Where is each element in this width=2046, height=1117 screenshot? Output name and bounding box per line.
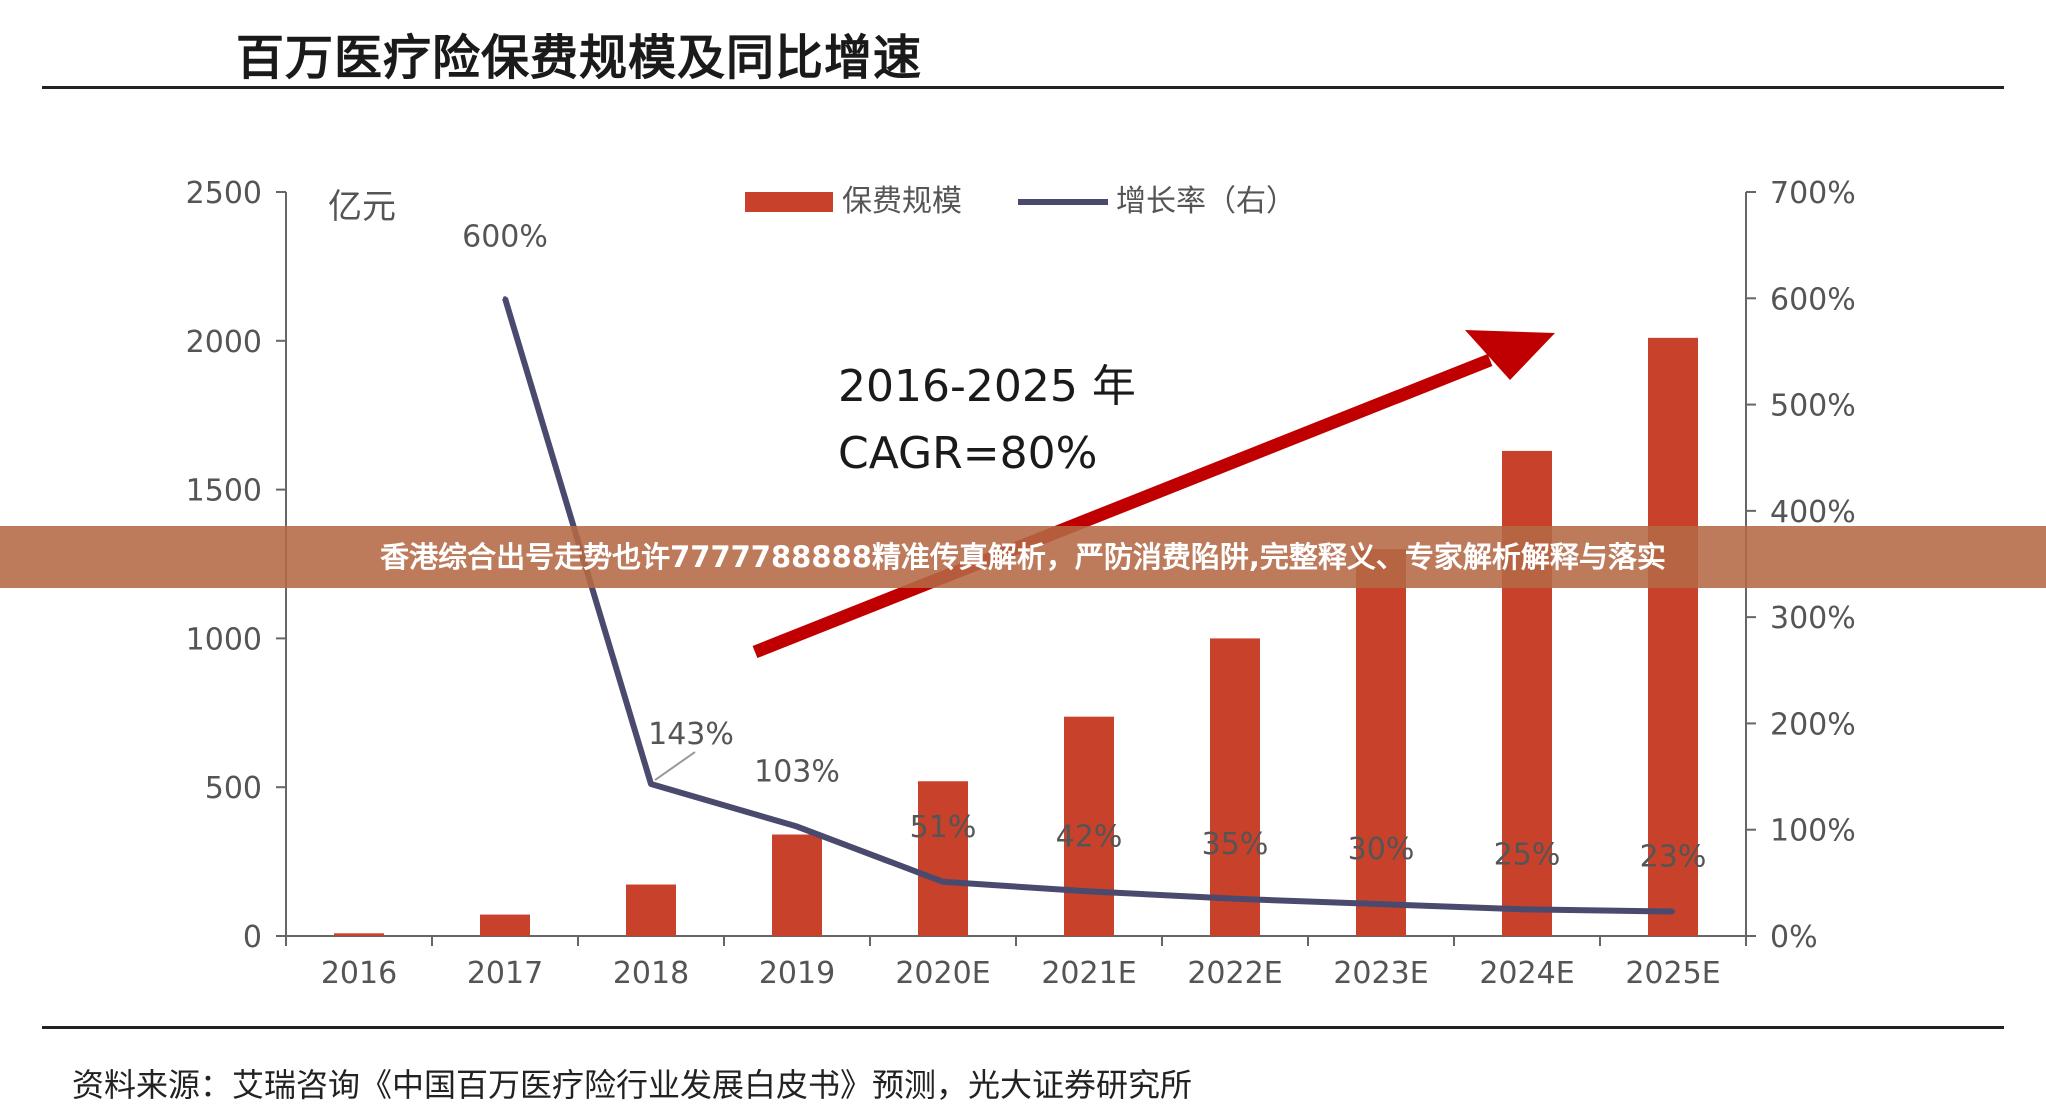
trend-arrow-shaft bbox=[752, 353, 1493, 659]
growth-rate-label: 600% bbox=[462, 219, 548, 254]
overlay-banner: 香港综合出号走势也许7777788888精准传真解析，严防消费陷阱,完整释义、专… bbox=[0, 526, 2046, 588]
line-point bbox=[1671, 909, 1675, 914]
bar bbox=[480, 914, 530, 936]
right-tick-label: 100% bbox=[1770, 814, 1856, 849]
x-tick-label: 2020E bbox=[895, 956, 990, 991]
left-tick-label: 1000 bbox=[186, 622, 262, 657]
bar bbox=[1064, 716, 1114, 936]
left-tick-label: 500 bbox=[205, 771, 262, 806]
left-tick-label: 1500 bbox=[186, 474, 262, 509]
x-tick-label: 2022E bbox=[1187, 956, 1282, 991]
trend-arrow bbox=[752, 330, 1555, 659]
bar bbox=[334, 933, 384, 936]
unit-label: 亿元 bbox=[328, 187, 396, 227]
legend-bar-swatch bbox=[745, 192, 833, 212]
bar bbox=[626, 884, 676, 936]
right-tick-label: 700% bbox=[1770, 176, 1856, 211]
trend-arrow-head bbox=[1465, 330, 1555, 380]
x-tick-label: 2025E bbox=[1625, 956, 1720, 991]
left-tick-label: 2500 bbox=[186, 176, 262, 211]
right-tick-label: 400% bbox=[1770, 495, 1856, 530]
line-point bbox=[795, 824, 799, 829]
bar bbox=[1356, 549, 1406, 936]
line-point bbox=[1379, 902, 1383, 907]
axes: 0 500 1000 1500 2000 2500 0% 100% 200% 300% 400% 50… bbox=[186, 176, 1856, 991]
right-tick-label: 300% bbox=[1770, 601, 1856, 636]
line-point bbox=[1525, 907, 1529, 912]
right-tick-label: 0% bbox=[1770, 920, 1818, 955]
growth-rate-label: 23% bbox=[1640, 840, 1707, 875]
left-tick-label: 0 bbox=[243, 920, 262, 955]
annotation-line1: 2016-2025 年 bbox=[838, 361, 1136, 412]
growth-rate-label: 42% bbox=[1056, 819, 1123, 854]
x-tick-label: 2018 bbox=[613, 956, 689, 991]
bottom-rule bbox=[42, 1026, 2004, 1029]
x-tick-label: 2016 bbox=[321, 956, 397, 991]
line-point bbox=[649, 782, 653, 787]
legend-line-label: 增长率（右） bbox=[1116, 184, 1296, 219]
bar bbox=[918, 781, 968, 936]
chart-title: 百万医疗险保费规模及同比增速 bbox=[236, 30, 923, 86]
x-tick-label: 2024E bbox=[1479, 956, 1574, 991]
growth-rate-label: 25% bbox=[1494, 837, 1561, 872]
growth-rate-label: 30% bbox=[1348, 832, 1415, 867]
growth-rate-label: 143% bbox=[648, 717, 734, 752]
x-tick-label: 2017 bbox=[467, 956, 543, 991]
line-point bbox=[503, 296, 507, 301]
growth-rate-label: 51% bbox=[910, 810, 977, 845]
top-rule bbox=[42, 86, 2004, 89]
bar bbox=[1210, 638, 1260, 936]
x-tick-label: 2023E bbox=[1333, 956, 1428, 991]
legend: 保费规模 增长率（右） bbox=[745, 184, 1296, 219]
x-tick-label: 2021E bbox=[1041, 956, 1136, 991]
line-point bbox=[941, 879, 945, 884]
right-tick-label: 500% bbox=[1770, 389, 1856, 424]
data-labels: 600% 143% 103% 51% 42% 35% 30% 25% 23% bbox=[462, 219, 1706, 874]
line-point bbox=[1233, 896, 1237, 901]
growth-rate-label: 35% bbox=[1202, 827, 1269, 862]
growth-rate-label: 103% bbox=[754, 755, 840, 790]
line-point bbox=[1087, 889, 1091, 894]
right-tick-label: 200% bbox=[1770, 707, 1856, 742]
left-tick-label: 2000 bbox=[186, 325, 262, 360]
annotation-line2: CAGR=80% bbox=[838, 428, 1097, 479]
bar bbox=[772, 834, 822, 936]
right-tick-label: 600% bbox=[1770, 282, 1856, 317]
cagr-annotation: 2016-2025 年 CAGR=80% bbox=[838, 361, 1136, 479]
source-note: 资料来源：艾瑞咨询《中国百万医疗险行业发展白皮书》预测，光大证券研究所 bbox=[72, 1066, 1193, 1104]
label-leader-line bbox=[654, 751, 696, 781]
legend-bar-label: 保费规模 bbox=[842, 184, 962, 219]
banner-text: 香港综合出号走势也许7777788888精准传真解析，严防消费陷阱,完整释义、专… bbox=[380, 540, 1666, 574]
bar bbox=[1648, 337, 1698, 937]
line-series bbox=[502, 296, 1675, 915]
x-tick-label: 2019 bbox=[759, 956, 835, 991]
